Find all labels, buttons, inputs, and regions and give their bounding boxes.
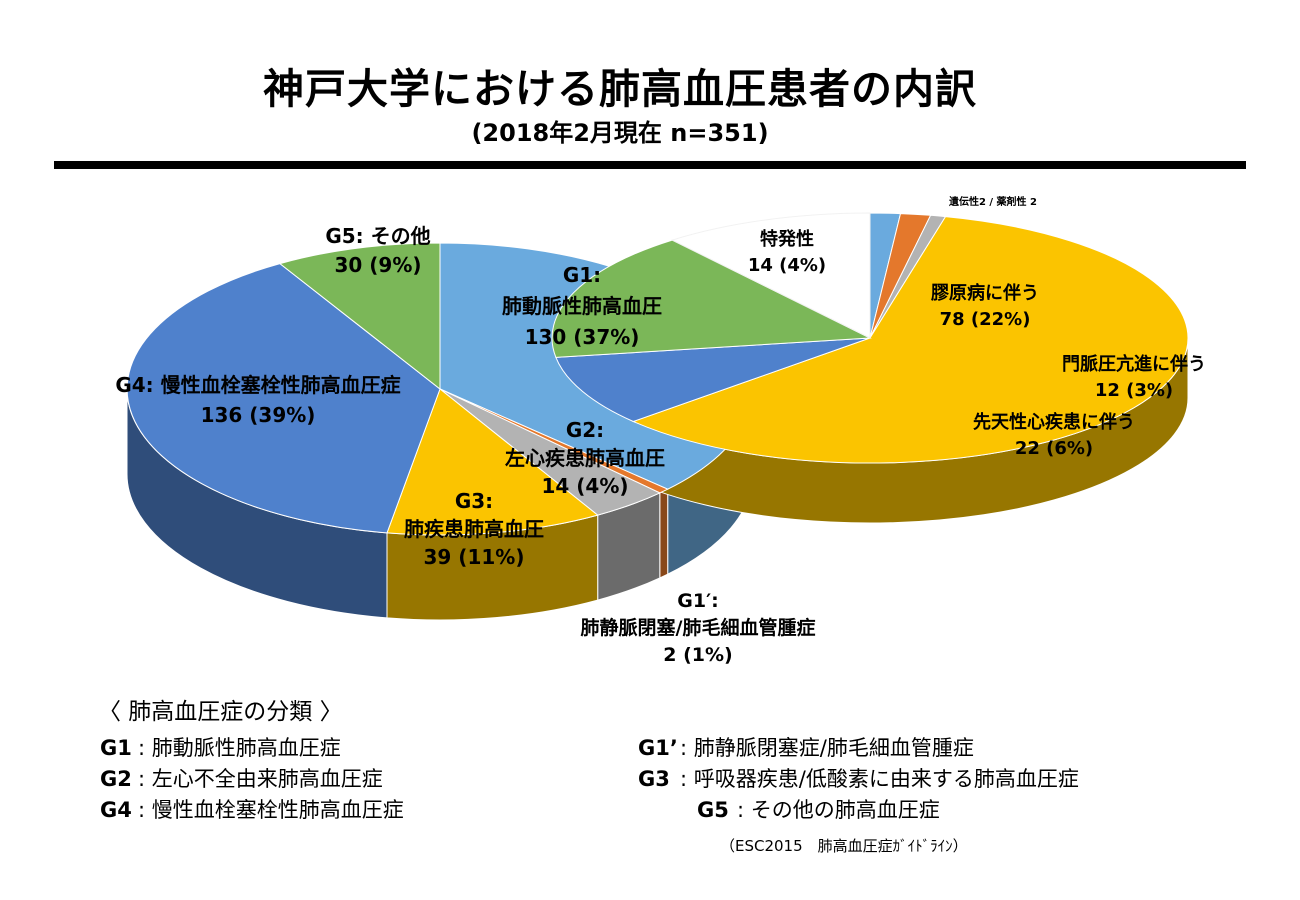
legend-row-g3: G3 : 呼吸器疾患/低酸素に由来する肺高血圧症 [638,763,1079,793]
pie-charts: G1: 肺動脈性肺高血圧 130 (37%) G1′: 肺静脈閉塞/肺毛細血管腫症 2 (… [115,195,1206,666]
legend-row-g1p: G1’: 肺静脈閉塞症/肺毛細血管腫症 [638,732,974,762]
slice-label-G3: 肺疾患肺高血圧 [404,517,544,541]
legend-text: : 肺静脈閉塞症/肺毛細血管腫症 [680,736,974,760]
source-note: （ESC2015 肺高血圧症ｶﾞｲﾄﾞﾗｲﾝ） [720,837,968,855]
pie-labels: G1: 肺動脈性肺高血圧 130 (37%) G1′: 肺静脈閉塞/肺毛細血管腫症 2 (… [115,195,1206,666]
pie-slice-chd [551,239,872,358]
legend-heading: 〈 肺高血圧症の分類 〉 [98,699,343,725]
pie-slice-idiopathic [670,212,871,339]
legend-text: : 左心不全由来肺高血圧症 [138,767,383,791]
slice-label-G1: 130 (37%) [525,325,640,349]
pie-slice-portal [555,337,871,423]
slice-label-G1: G1: [563,263,601,287]
legend-code: G1’ [638,736,678,760]
slice-label-idiopathic: 14 (4%) [748,255,826,276]
legend-row-g4: G4: 慢性血栓塞栓性肺高血圧症 [100,794,404,824]
slice-label-G1p: G1′: [677,590,718,612]
slice-label-G3: G3: [455,489,493,513]
slice-label-chd: 先天性心疾患に伴う [973,411,1135,433]
chart-subtitle: (2018年2月現在 n=351) [471,119,769,147]
slice-label-G2: 14 (4%) [541,474,628,498]
title-divider [54,161,1246,169]
pie-slice-G3 [386,388,599,536]
slice-label-portal: 12 (3%) [1095,380,1173,401]
slice-label-portal: 門脈圧亢進に伴う [1062,353,1206,375]
slice-label-G4: G4: 慢性血栓塞栓性肺高血圧症 [115,373,400,397]
pie-side-G1p [659,488,669,579]
pie-slice-G4 [126,263,441,534]
legend-code: G2 [100,767,132,791]
legend-text: : 呼吸器疾患/低酸素に由来する肺高血圧症 [680,767,1079,791]
legend-text: : 慢性血栓塞栓性肺高血圧症 [138,798,404,822]
slice-label-G1p: 肺静脈閉塞/肺毛細血管腫症 [581,616,816,639]
slice-label-G1: 肺動脈性肺高血圧 [502,294,662,318]
pie-slice-ctd [631,216,1189,464]
pie-slice-G5 [278,242,441,391]
legend-row-g5: G5 : その他の肺高血圧症 [697,794,940,824]
legend-row-g2: G2: 左心不全由来肺高血圧症 [100,763,383,793]
chart-title: 神戸大学における肺高血圧患者の内訳 [263,65,977,113]
legend-code: G3 [638,767,670,791]
slice-label-G5: G5: その他 [325,224,430,248]
legend-row-g1: G1: 肺動脈性肺高血圧症 [100,732,341,762]
slice-label-ctd: 膠原病に伴う [931,282,1039,304]
slice-label-G2: G2: [566,418,604,442]
slice-label-G1p: 2 (1%) [663,644,732,666]
slice-label-G2: 左心疾患肺高血圧 [505,446,665,470]
legend-code: G1 [100,736,132,760]
slice-label-heritable: 遺伝性2 / 薬剤性 2 [948,195,1037,208]
legend-text: : 肺動脈性肺高血圧症 [138,736,341,760]
legend-code: G5 [697,798,729,822]
slice-label-G3: 39 (11%) [424,545,525,569]
slice-label-G5: 30 (9%) [334,253,421,277]
slice-label-ctd: 78 (22%) [940,309,1031,330]
legend-text: : その他の肺高血圧症 [737,798,940,822]
slice-label-G4: 136 (39%) [201,403,316,427]
slice-label-idiopathic: 特発性 [760,228,814,250]
pie-tops [126,212,1189,536]
slice-label-chd: 22 (6%) [1015,438,1093,459]
legend-code: G4 [100,798,132,822]
